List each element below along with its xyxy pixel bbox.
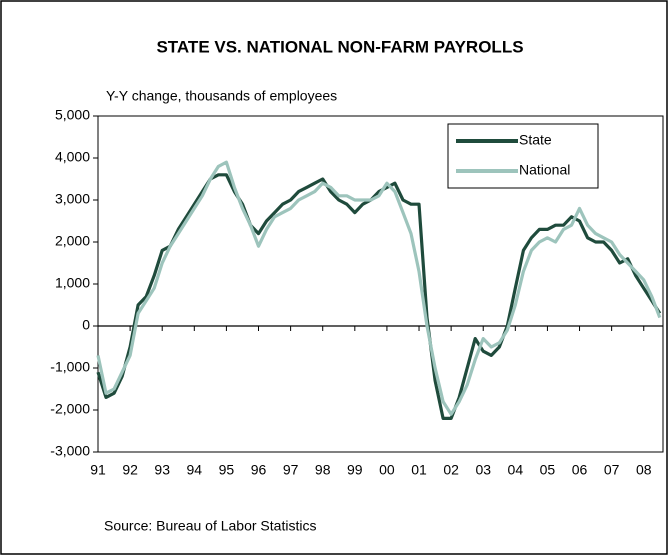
x-tick-label: 03 [475,462,491,478]
x-tick-label: 91 [90,462,106,478]
y-tick-label: 0 [82,317,90,333]
y-tick-label: 3,000 [55,191,90,207]
x-tick-label: 99 [347,462,363,478]
chart-title: STATE VS. NATIONAL NON-FARM PAYROLLS [156,37,523,56]
x-tick-label: 94 [187,462,203,478]
y-tick-label: 2,000 [55,233,90,249]
x-tick-label: 00 [379,462,395,478]
y-tick-label: -3,000 [50,443,90,459]
series-line [96,160,662,416]
y-axis-label: Y-Y change, thousands of employees [106,88,337,104]
x-tick-label: 07 [604,462,620,478]
legend-box [447,123,599,189]
x-tick-label: 08 [636,462,652,478]
x-tick-label: 05 [540,462,556,478]
y-tick-label: 5,000 [55,107,90,123]
x-tick-label: 95 [219,462,235,478]
x-tick-label: 92 [122,462,138,478]
legend-label: State [519,132,552,148]
series-line [96,173,662,420]
y-tick-label: -2,000 [50,401,90,417]
x-tick-label: 04 [508,462,524,478]
legend-label: National [519,162,570,178]
x-tick-label: 02 [443,462,459,478]
x-tick-label: 96 [251,462,267,478]
y-tick-label: -1,000 [50,359,90,375]
x-tick-label: 98 [315,462,331,478]
y-tick-label: 1,000 [55,275,90,291]
x-tick-label: 06 [572,462,588,478]
source: Source: Bureau of Labor Statistics [104,518,316,534]
x-tick-label: 01 [411,462,427,478]
x-tick-label: 93 [154,462,170,478]
x-tick-label: 97 [283,462,299,478]
y-tick-label: 4,000 [55,149,90,165]
